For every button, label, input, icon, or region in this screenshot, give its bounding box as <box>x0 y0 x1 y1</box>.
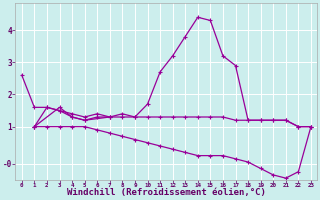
X-axis label: Windchill (Refroidissement éolien,°C): Windchill (Refroidissement éolien,°C) <box>67 188 266 197</box>
